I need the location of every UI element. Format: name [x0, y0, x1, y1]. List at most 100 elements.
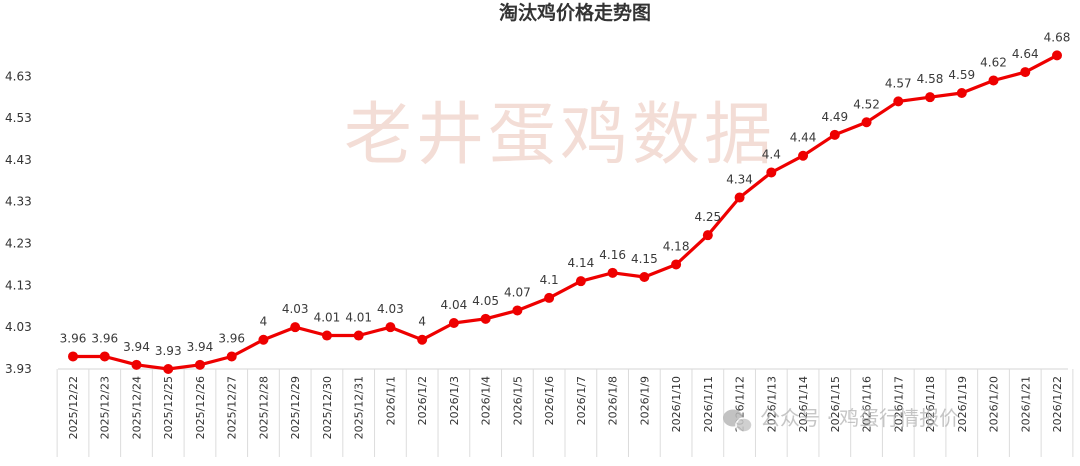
x-tick-label: 2026/1/3 — [448, 376, 461, 425]
y-tick-label: 4.63 — [5, 69, 32, 83]
y-tick-label: 4.53 — [5, 111, 32, 125]
data-label: 4.58 — [917, 72, 944, 86]
data-point — [798, 150, 809, 161]
x-tick-label: 2026/1/11 — [702, 376, 715, 432]
x-axis: 2025/12/22 2025/12/23 2025/12/24 2025/12/25… — [56, 369, 1074, 457]
data-label: 3.94 — [123, 340, 150, 354]
data-point — [385, 322, 396, 333]
data-point — [671, 259, 682, 270]
series-line — [73, 53, 1058, 371]
y-tick-label: 4.03 — [5, 320, 32, 334]
data-point — [544, 292, 555, 303]
data-label: 4.15 — [631, 252, 658, 266]
data-label: 4.52 — [853, 97, 880, 111]
y-tick-label: 4.43 — [5, 153, 32, 167]
data-label: 4.25 — [694, 210, 721, 224]
footer-watermark: 公众号 · 鸡蛋行情报价 — [723, 406, 959, 433]
x-tick-label: 2026/1/8 — [607, 376, 620, 425]
x-tick-label: 2026/1/15 — [829, 376, 842, 432]
data-label: 4.57 — [885, 76, 912, 90]
x-tick-label: 2026/1/22 — [1051, 376, 1064, 432]
data-point — [1052, 50, 1062, 61]
data-point — [925, 92, 936, 103]
data-label: 4.03 — [377, 302, 404, 316]
data-point — [68, 351, 78, 362]
x-tick-label: 2025/12/31 — [353, 376, 366, 439]
data-label: 4 — [260, 315, 268, 329]
data-label: 3.94 — [187, 340, 214, 354]
x-tick-label: 2026/1/21 — [1019, 376, 1032, 432]
data-point — [512, 305, 523, 316]
data-point — [766, 167, 777, 178]
data-label: 4.68 — [1044, 30, 1071, 44]
data-label: 3.93 — [155, 344, 182, 358]
x-tick-label: 2026/1/9 — [638, 376, 651, 425]
data-point — [163, 364, 174, 374]
x-tick-label: 2026/1/17 — [892, 376, 905, 432]
data-label: 4.64 — [1012, 47, 1039, 61]
data-label: 4.59 — [948, 68, 975, 82]
data-point — [734, 192, 745, 203]
x-tick-label: 2025/12/25 — [162, 376, 175, 439]
data-point — [861, 117, 872, 128]
data-point — [131, 359, 142, 370]
data-point — [702, 230, 713, 241]
data-point — [448, 318, 459, 328]
data-labels: 3.96 3.96 3.94 3.93 3.94 3.96 4 4.03 4.01 4.01 4.0… — [60, 30, 1071, 358]
data-label: 4.05 — [472, 294, 499, 308]
x-tick-label: 2026/1/7 — [575, 376, 588, 425]
data-point — [258, 334, 269, 345]
x-tick-label: 2025/12/27 — [226, 376, 239, 439]
data-point — [321, 330, 332, 341]
y-axis: 3.93 4.03 4.13 4.23 4.33 4.43 4.53 4.63 — [5, 69, 32, 376]
data-point — [956, 88, 967, 98]
data-label: 4.18 — [663, 239, 690, 253]
data-point — [607, 267, 618, 278]
data-point — [194, 359, 205, 370]
data-label: 4.07 — [504, 285, 531, 299]
x-tick-label: 2025/12/26 — [194, 376, 207, 439]
x-tick-label: 2026/1/4 — [480, 376, 493, 425]
data-point — [988, 75, 999, 86]
data-label: 4.16 — [599, 248, 626, 262]
x-tick-label: 2025/12/29 — [289, 376, 302, 439]
data-label: 3.96 — [218, 331, 245, 345]
x-tick-label: 2025/12/30 — [321, 376, 334, 439]
data-label: 4.03 — [282, 302, 309, 316]
data-point — [290, 322, 301, 333]
data-point — [575, 276, 586, 287]
x-tick-label: 2026/1/10 — [670, 376, 683, 432]
data-label: 4.14 — [568, 256, 595, 270]
footer-watermark-text: 公众号 · 鸡蛋行情报价 — [760, 406, 959, 430]
wechat-icon — [723, 409, 753, 433]
x-tick-label: 2025/12/22 — [67, 376, 80, 439]
data-point — [829, 129, 840, 140]
x-tick-label: 2026/1/14 — [797, 376, 810, 432]
y-tick-label: 4.13 — [5, 278, 32, 292]
data-point — [417, 334, 428, 345]
x-tick-label: 2025/12/24 — [130, 376, 143, 439]
x-tick-label: 2026/1/1 — [384, 376, 397, 425]
data-label: 4.4 — [762, 147, 781, 161]
x-tick-label: 2026/1/2 — [416, 376, 429, 425]
x-tick-label: 2026/1/5 — [511, 376, 524, 425]
data-label: 4.34 — [726, 173, 753, 187]
data-point — [480, 313, 491, 324]
x-tick-label: 2026/1/16 — [861, 376, 874, 432]
x-tick-label: 2026/1/20 — [988, 376, 1001, 432]
x-tick-label: 2026/1/6 — [543, 376, 556, 425]
data-point — [639, 272, 650, 282]
data-label: 4.44 — [790, 131, 817, 145]
data-point — [893, 96, 904, 107]
y-tick-label: 4.23 — [5, 237, 32, 251]
x-tick-label: 2025/12/23 — [99, 376, 112, 439]
data-label: 4 — [418, 315, 426, 329]
x-tick-label: 2026/1/18 — [924, 376, 937, 432]
data-point — [1020, 67, 1031, 78]
data-label: 3.96 — [91, 331, 118, 345]
x-tick-label: 2026/1/13 — [765, 376, 778, 432]
data-label: 4.01 — [314, 311, 341, 325]
data-label: 4.49 — [821, 110, 848, 124]
